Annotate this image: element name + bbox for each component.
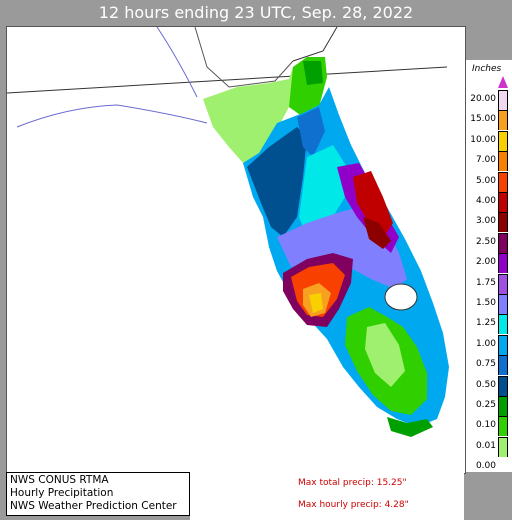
- legend-row: 1.00: [466, 334, 512, 355]
- legend-swatch: [498, 375, 508, 396]
- legend-label: 5.00: [475, 175, 496, 186]
- max-hourly-precip: Max hourly precip: 4.28": [298, 500, 409, 510]
- river-line: [156, 27, 198, 98]
- legend-top-arrow: [498, 76, 508, 88]
- legend-row: 3.00: [466, 212, 512, 233]
- legend-swatch: [498, 110, 508, 131]
- legend-row: 2.00: [466, 253, 512, 274]
- legend-label: 0.50: [475, 379, 496, 390]
- legend-row: 0.50: [466, 375, 512, 396]
- legend-swatch: [498, 355, 508, 376]
- legend-swatch: [498, 171, 508, 192]
- precip-area-south-light-green: [365, 323, 405, 387]
- legend-label: 1.25: [475, 318, 496, 329]
- legend-row: 0.25: [466, 396, 512, 416]
- legend-row: 1.75: [466, 273, 512, 294]
- legend-label: 0.01: [475, 440, 496, 451]
- florida-map-svg: [7, 27, 465, 473]
- legend-label: 1.00: [475, 338, 496, 349]
- precip-area-keys: [387, 417, 433, 437]
- legend-swatch: [498, 90, 508, 110]
- legend-row: 15.00: [466, 110, 512, 131]
- state-border-line: [194, 27, 294, 88]
- source-line-1: NWS CONUS RTMA: [10, 474, 109, 486]
- legend-label: 1.50: [475, 298, 496, 308]
- legend-swatch: [498, 396, 508, 416]
- legend-label: 15.00: [470, 114, 496, 125]
- legend-units: Inches: [472, 64, 502, 74]
- legend-swatch: [498, 192, 508, 212]
- legend-label: 0.25: [475, 400, 496, 410]
- precip-area-yellow: [309, 293, 323, 313]
- source-line-3: NWS Weather Prediction Center: [10, 500, 177, 512]
- legend-row: 20.00: [466, 90, 512, 110]
- legend-label: 10.00: [470, 134, 496, 145]
- precipitation-legend: Inches 20.00 15.00 10.00 7.00 5.00 4.00 3.00 2.…: [466, 60, 512, 472]
- legend-swatch: [498, 232, 508, 253]
- legend-row: 0.01: [466, 436, 512, 457]
- legend-label: 20.00: [470, 94, 496, 104]
- legend-row: 2.50: [466, 232, 512, 253]
- map-title: 12 hours ending 23 UTC, Sep. 28, 2022: [98, 3, 414, 22]
- legend-label: 3.00: [475, 216, 496, 227]
- legend-swatch: [498, 253, 508, 274]
- precip-area-light-green: [203, 61, 317, 163]
- state-border-line: [7, 66, 448, 94]
- legend-label: 2.00: [475, 257, 496, 268]
- legend-label: 0.75: [475, 359, 496, 370]
- legend-swatch: [498, 314, 508, 335]
- legend-swatch: [498, 436, 508, 457]
- source-line-2: Hourly Precipitation: [10, 487, 114, 499]
- legend-swatch: [498, 294, 508, 314]
- legend-label: 0.10: [475, 420, 496, 431]
- precip-area-maroon: [363, 217, 391, 249]
- legend-row: 4.00: [466, 192, 512, 212]
- legend-swatch: [498, 212, 508, 233]
- legend-swatch: [498, 273, 508, 294]
- river-line: [16, 104, 208, 128]
- legend-row: 7.00: [466, 151, 512, 172]
- legend-label: 1.75: [475, 277, 496, 288]
- legend-swatch: [498, 130, 508, 151]
- source-info-box: NWS CONUS RTMA Hourly Precipitation NWS …: [6, 472, 190, 516]
- state-border-line: [292, 27, 338, 62]
- precip-area-cyan: [299, 145, 347, 237]
- legend-label: 4.00: [475, 196, 496, 206]
- precip-area-dark-green: [303, 61, 323, 85]
- legend-swatch: [498, 151, 508, 172]
- legend-row: 0.10: [466, 416, 512, 437]
- legend-label: 7.00: [475, 155, 496, 166]
- precip-area-red: [353, 171, 393, 235]
- stats-strip: [190, 472, 464, 520]
- lake-okeechobee: [384, 283, 418, 311]
- legend-label: 2.50: [475, 236, 496, 247]
- legend-swatch: [498, 416, 508, 437]
- legend-row: 0.75: [466, 355, 512, 376]
- precip-area-blue: [297, 107, 325, 157]
- legend-row: 10.00: [466, 130, 512, 151]
- precip-area-dark-blue: [247, 127, 307, 237]
- precipitation-map: [6, 26, 466, 474]
- legend-label: 0.00: [475, 461, 496, 472]
- legend-row: 1.50: [466, 294, 512, 314]
- legend-row: 0.00: [466, 457, 512, 477]
- legend-row: 1.25: [466, 314, 512, 335]
- max-total-precip: Max total precip: 15.25": [298, 478, 407, 488]
- legend-swatch: [498, 334, 508, 355]
- legend-row: 5.00: [466, 171, 512, 192]
